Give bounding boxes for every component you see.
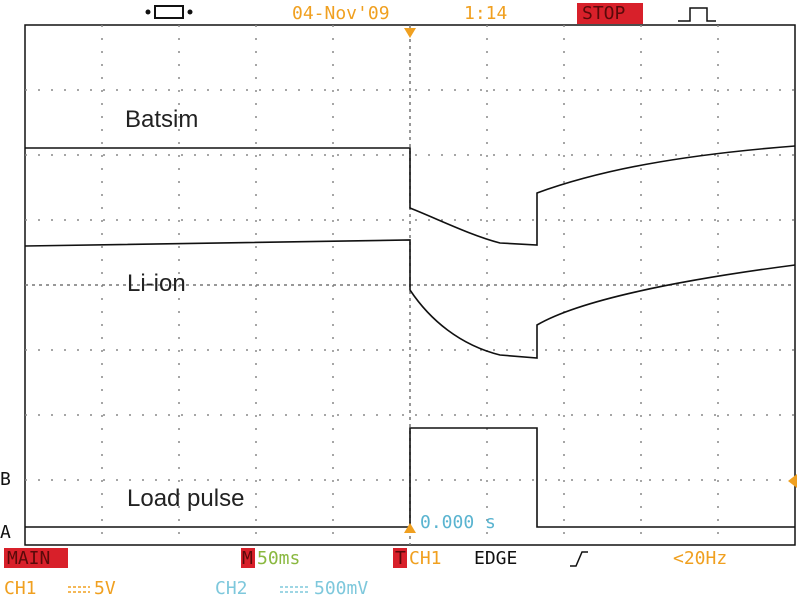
timebase: 50ms	[257, 548, 300, 569]
cursor-time: 0.000 s	[420, 512, 496, 533]
ch2-name: CH2	[215, 578, 248, 599]
batsim-trace	[25, 145, 796, 246]
channel-marker: B	[0, 469, 11, 490]
trace-label: Li-ion	[127, 270, 186, 297]
timebase-key-box	[241, 548, 255, 568]
trigger-position-marker	[404, 28, 416, 38]
timebase-key: M	[242, 548, 253, 569]
trigger-source: CH1	[409, 548, 442, 569]
usb-icon	[145, 5, 193, 19]
trigger-key-box	[393, 548, 407, 568]
status-box	[577, 3, 643, 24]
li-ion-trace	[24, 239, 796, 359]
load-trace	[25, 427, 795, 528]
mode: MAIN	[7, 548, 50, 569]
time: 1:14	[464, 3, 507, 24]
trigger-type: EDGE	[474, 548, 517, 569]
channel-marker: A	[0, 522, 11, 543]
trigger-level-marker	[788, 474, 797, 488]
trigger-mode-icon	[678, 7, 716, 22]
trace-label: Batsim	[125, 106, 198, 133]
edge-icon	[570, 551, 588, 567]
ch2-coupling	[280, 586, 310, 593]
trigger-key: T	[395, 548, 406, 569]
mode-box	[4, 548, 68, 568]
trigger-marker-bottom	[404, 523, 416, 533]
ch2-scale: 500mV	[314, 578, 368, 599]
ch1-coupling	[68, 586, 90, 593]
trace-label: Load pulse	[127, 485, 244, 512]
ch1-scale: 5V	[94, 578, 116, 599]
run-status: STOP	[582, 3, 626, 24]
trigger-frequency: <20Hz	[673, 548, 727, 569]
ch1-name: CH1	[4, 578, 37, 599]
date: 04-Nov'09	[292, 3, 390, 24]
